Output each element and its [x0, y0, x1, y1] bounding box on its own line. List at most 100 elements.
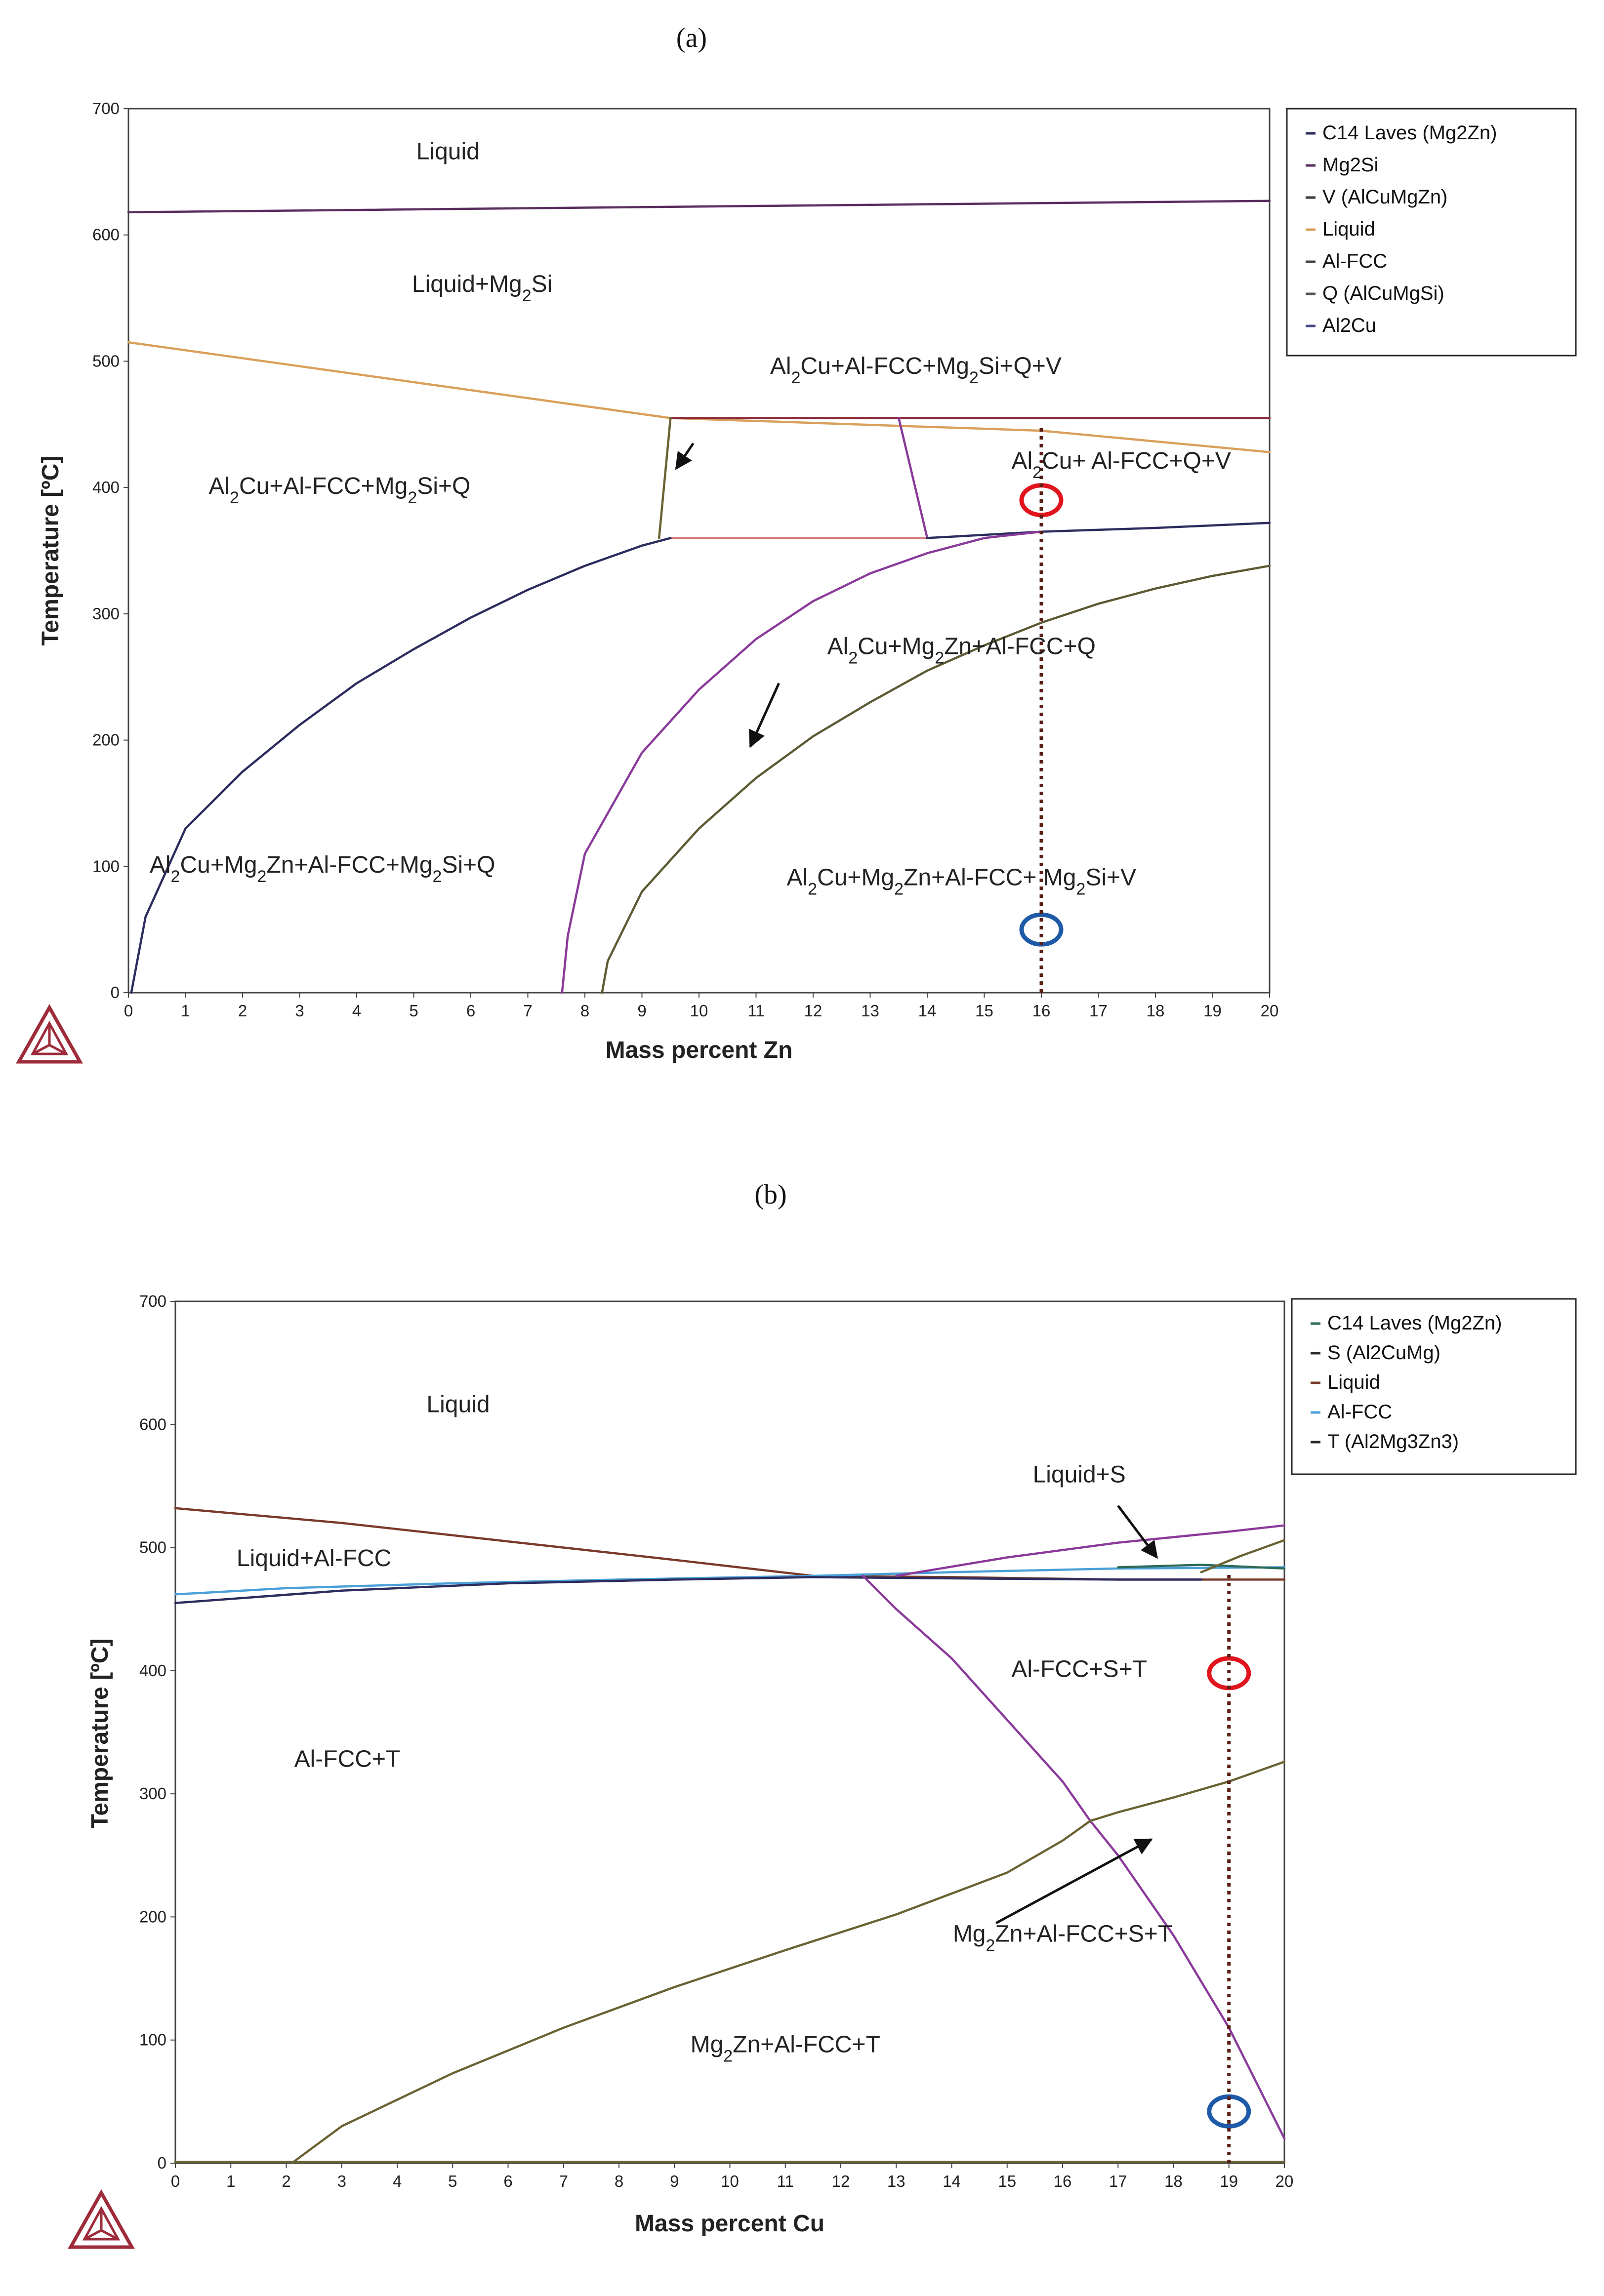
x-tick-label: 9	[637, 1002, 646, 1020]
phase-region-label: Al-FCC+T	[294, 1746, 401, 1772]
x-tick-label: 0	[171, 2172, 180, 2190]
y-tick-label: 200	[92, 731, 120, 749]
y-tick-label: 400	[92, 478, 120, 496]
legend-label: Al2Cu	[1322, 315, 1376, 336]
x-tick-label: 4	[393, 2172, 402, 2190]
x-tick-label: 17	[1089, 1002, 1108, 1020]
x-tick-label: 10	[690, 1002, 708, 1020]
x-tick-label: 2	[282, 2172, 290, 2190]
series-line	[1117, 1564, 1286, 1570]
phase-region-label: Al2Cu+Al-FCC+Mg2Si+Q+V	[770, 353, 1062, 387]
y-tick-label: 300	[92, 604, 120, 623]
series-line	[127, 200, 1271, 213]
y-axis-title-a: Temperature [ºC]	[38, 456, 64, 646]
x-tick-label: 1	[226, 2172, 235, 2190]
legend-box-b	[1291, 1298, 1577, 1475]
panel-a-label: (a)	[676, 23, 707, 53]
phase-region-label: Liquid	[416, 138, 480, 164]
legend-box-a	[1286, 108, 1577, 357]
y-tick-label: 100	[139, 2031, 166, 2049]
x-tick-label: 15	[975, 1002, 993, 1020]
y-tick-label: 100	[92, 857, 120, 875]
y-tick-label: 200	[139, 1907, 166, 1926]
x-tick-label: 3	[295, 1002, 304, 1020]
x-tick-label: 20	[1261, 1002, 1279, 1020]
x-tick-label: 16	[1032, 1002, 1051, 1020]
phase-region-label: Al-FCC+S+T	[1011, 1656, 1147, 1682]
series-line	[658, 417, 672, 539]
legend-label: V (AlCuMgZn)	[1322, 186, 1447, 208]
x-tick-label: 13	[861, 1002, 879, 1020]
thermocalc-logo-icon	[68, 2189, 135, 2249]
series-line	[862, 1574, 1286, 2140]
x-tick-label: 7	[559, 2172, 568, 2190]
x-tick-label: 11	[747, 1002, 764, 1020]
series-a	[127, 200, 1271, 994]
phase-diagram-b: (b) 0 1 2 3 4 5 6 7 8 9 10 11 12 13 14 15 16 17 18 19 200100…	[68, 1179, 1577, 2249]
phase-region-label: Al2Cu+Mg2Zn+Al-FCC+Mg2Si+Q	[150, 852, 495, 886]
legend-label: C14 Laves (Mg2Zn)	[1327, 1312, 1502, 1334]
x-tick-label: 8	[580, 1002, 589, 1020]
legend-label: C14 Laves (Mg2Zn)	[1322, 122, 1497, 144]
x-tick-label: 12	[832, 2172, 850, 2190]
y-tick-label: 400	[139, 1661, 166, 1680]
legend-b: C14 Laves (Mg2Zn) S (Al2CuMg) Liquid Al-FCC…	[1291, 1298, 1577, 1475]
x-tick-label: 3	[337, 2172, 346, 2190]
series-line	[926, 522, 1271, 539]
y-tick-label: 0	[111, 983, 120, 1002]
x-tick-label: 8	[615, 2172, 623, 2190]
series-line	[895, 1524, 1286, 1577]
y-axis-title-b: Temperature [ºC]	[87, 1639, 113, 1829]
plot-area-b	[174, 1300, 1285, 2164]
regions-a: Liquid Liquid+Mg2Si Al2Cu+Al-FCC+Mg2Si+Q+V…	[150, 138, 1231, 898]
ticks-b: 0 1 2 3 4 5 6 7 8 9 10 11 12 13 14 15 16 17 18 19 2001002003…	[139, 1292, 1293, 2190]
x-tick-label: 14	[943, 2172, 961, 2190]
x-tick-label: 10	[721, 2172, 739, 2190]
series-line	[127, 341, 1271, 453]
markers-a	[1019, 424, 1064, 993]
legend-a: C14 Laves (Mg2Zn) Mg2Si V (AlCuMgZn) Liquid…	[1286, 108, 1577, 357]
series-line	[174, 1576, 1202, 1605]
x-tick-label: 9	[670, 2172, 679, 2190]
y-tick-label: 500	[139, 1538, 166, 1557]
phase-region-label: Al2Cu+Mg2Zn+Al-FCC+Q	[827, 634, 1096, 668]
legend-label: Liquid	[1322, 218, 1375, 240]
series-line	[898, 417, 929, 539]
x-axis-title-a: Mass percent Zn	[606, 1037, 793, 1063]
markers-b	[1207, 1574, 1251, 2163]
x-tick-label: 18	[1147, 1002, 1165, 1020]
x-tick-label: 19	[1220, 2172, 1238, 2190]
annotation-arrow	[995, 1838, 1153, 1925]
x-tick-label: 19	[1203, 1002, 1222, 1020]
series-line	[561, 530, 1043, 994]
x-tick-label: 18	[1164, 2172, 1183, 2190]
series-line	[1200, 1539, 1286, 1573]
series-line	[601, 564, 1271, 994]
phase-region-label: Al2Cu+ Al-FCC+Q+V	[1011, 448, 1231, 482]
phase-region-label: Liquid	[426, 1391, 490, 1417]
legend-label: Al-FCC	[1322, 250, 1387, 272]
phase-region-label: Liquid+Al-FCC	[237, 1545, 391, 1571]
x-tick-label: 7	[523, 1002, 532, 1020]
x-tick-label: 13	[887, 2172, 905, 2190]
plot-area-a	[127, 108, 1271, 994]
x-tick-label: 11	[777, 2172, 794, 2190]
annotation-arrow	[1117, 1505, 1158, 1559]
legend-label: S (Al2CuMg)	[1327, 1342, 1440, 1364]
y-tick-label: 500	[92, 352, 120, 370]
x-tick-label: 5	[448, 2172, 457, 2190]
x-tick-label: 5	[409, 1002, 418, 1020]
regions-b: Liquid Liquid+S Liquid+Al-FCC Al-FCC+S+T Al-…	[237, 1391, 1172, 2065]
phase-region-label: Liquid+Mg2Si	[412, 271, 552, 305]
phase-diagram-a: (a) 0 1 2 3 4 5 6 7 8 9 10 11 12 13 14 15 16 17 18 19 200100…	[16, 23, 1577, 1064]
series-line	[130, 537, 672, 994]
x-tick-label: 17	[1109, 2172, 1127, 2190]
x-axis-title-b: Mass percent Cu	[635, 2211, 824, 2237]
y-tick-label: 700	[139, 1292, 166, 1310]
x-tick-label: 15	[998, 2172, 1016, 2190]
x-tick-label: 2	[238, 1002, 247, 1020]
legend-label: T (Al2Mg3Zn3)	[1327, 1431, 1459, 1452]
legend-label: Liquid	[1327, 1371, 1380, 1393]
ticks-a: 0 1 2 3 4 5 6 7 8 9 10 11 12 13 14 15 16 17 18 19 2001002003…	[92, 99, 1278, 1020]
